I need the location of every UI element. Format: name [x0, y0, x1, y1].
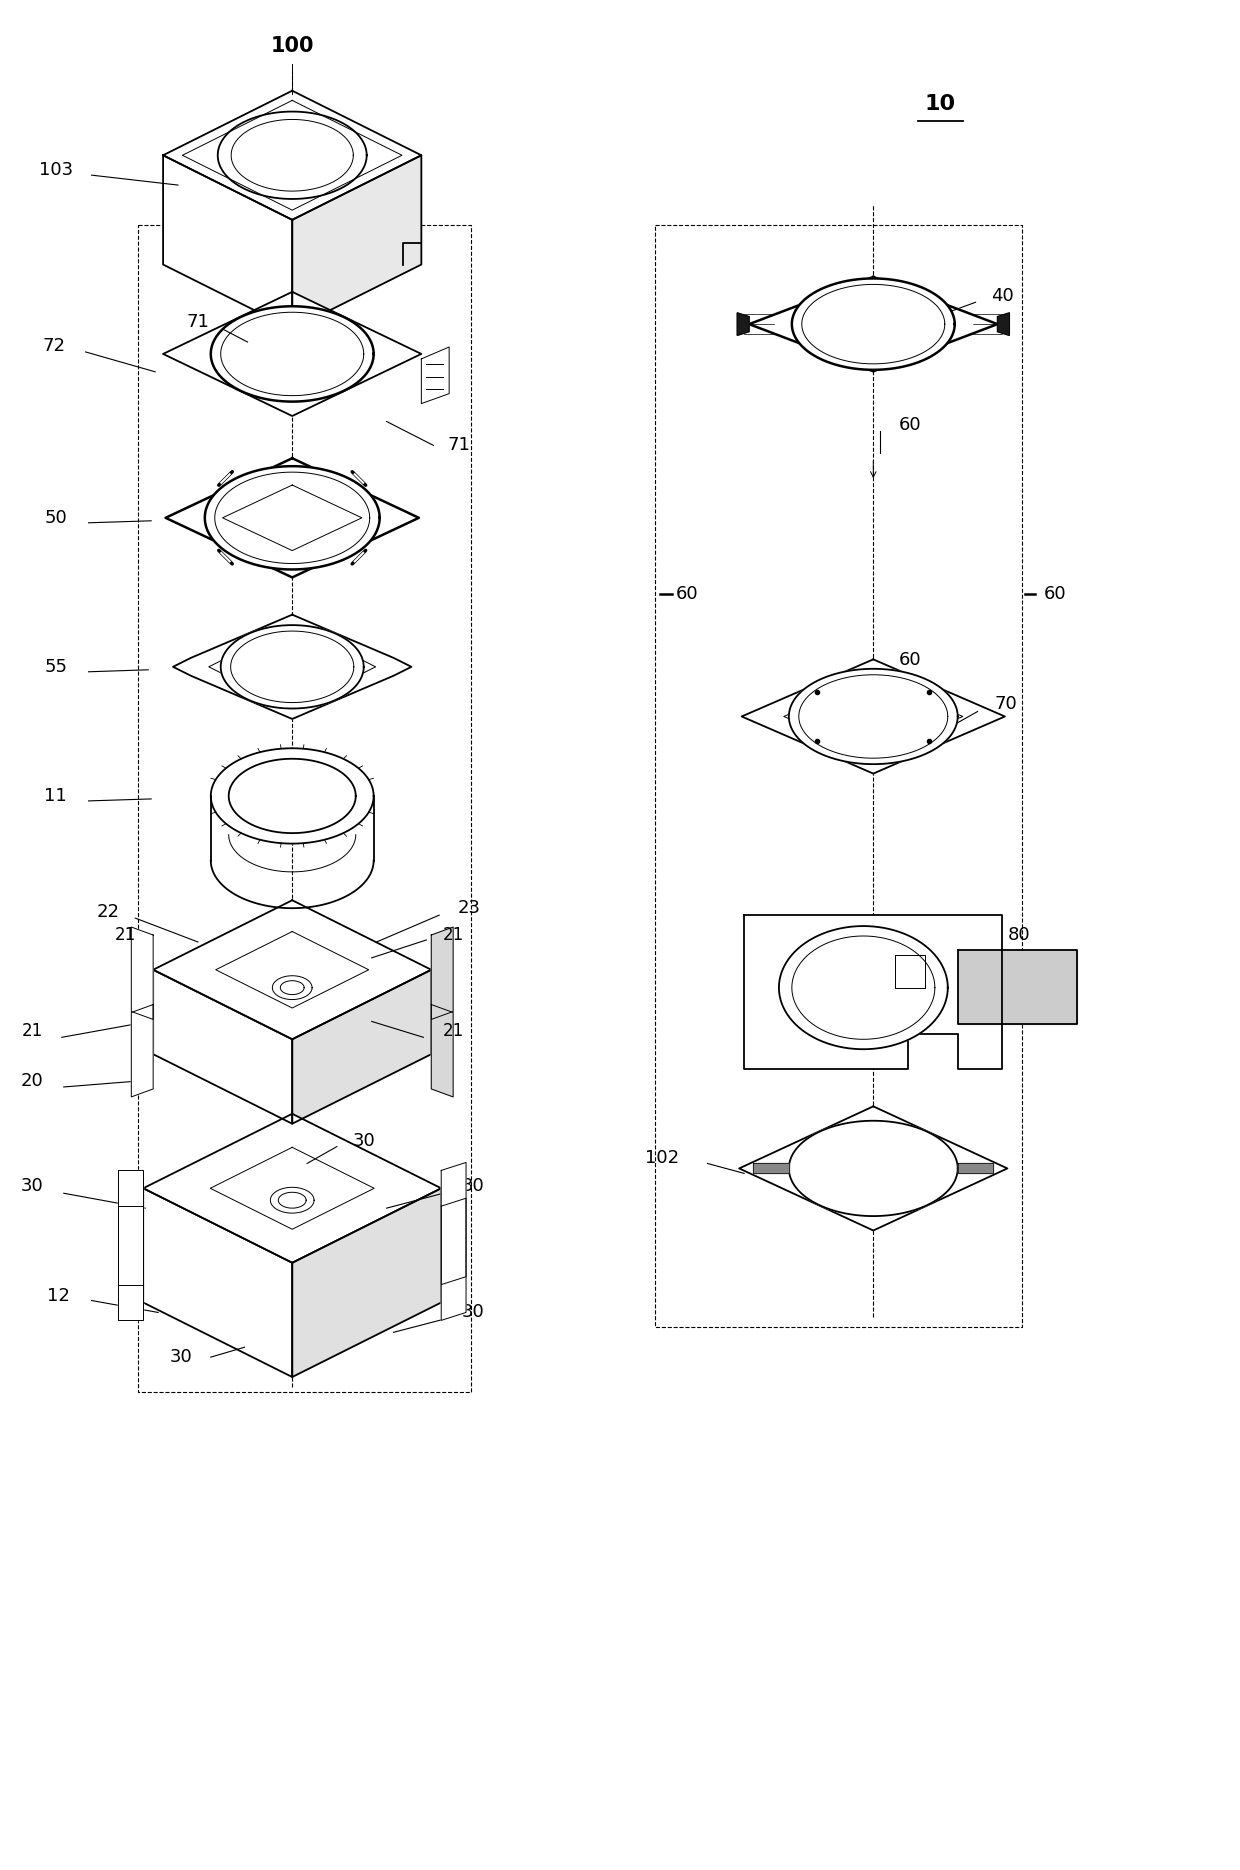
Text: 70: 70: [994, 694, 1017, 712]
Polygon shape: [154, 899, 432, 1040]
Text: 60: 60: [676, 585, 699, 604]
Polygon shape: [144, 1115, 441, 1262]
Text: 40: 40: [991, 288, 1014, 305]
Polygon shape: [957, 1163, 993, 1172]
Polygon shape: [789, 1120, 957, 1216]
Text: 22: 22: [97, 903, 120, 922]
Polygon shape: [270, 1187, 314, 1214]
Text: 60: 60: [899, 417, 921, 434]
Text: 71: 71: [186, 312, 210, 331]
Polygon shape: [293, 971, 432, 1124]
Polygon shape: [744, 914, 1002, 1070]
Polygon shape: [221, 625, 363, 709]
Polygon shape: [164, 155, 293, 329]
Polygon shape: [997, 312, 1009, 335]
Polygon shape: [131, 1004, 154, 1098]
Polygon shape: [749, 277, 997, 372]
Text: 30: 30: [461, 1178, 485, 1195]
Polygon shape: [789, 669, 957, 765]
Polygon shape: [753, 1163, 789, 1172]
Polygon shape: [205, 466, 379, 570]
Polygon shape: [957, 950, 1076, 1025]
Text: 30: 30: [21, 1178, 43, 1195]
Text: 50: 50: [45, 509, 67, 527]
Polygon shape: [144, 1187, 293, 1376]
Text: 71: 71: [448, 436, 470, 454]
Polygon shape: [739, 1107, 1007, 1230]
Text: 103: 103: [38, 161, 73, 180]
Polygon shape: [273, 976, 312, 1000]
Text: 60: 60: [1044, 585, 1066, 604]
Polygon shape: [164, 92, 422, 221]
Text: 21: 21: [115, 926, 136, 944]
Polygon shape: [738, 312, 749, 335]
Text: 11: 11: [45, 787, 67, 804]
Text: 21: 21: [21, 1023, 42, 1040]
Text: 55: 55: [45, 658, 67, 675]
Polygon shape: [211, 307, 373, 402]
Polygon shape: [779, 926, 947, 1049]
Polygon shape: [792, 279, 955, 370]
Text: 30: 30: [352, 1131, 376, 1150]
Polygon shape: [432, 928, 453, 1019]
Polygon shape: [118, 1206, 144, 1320]
Polygon shape: [441, 1163, 466, 1285]
Polygon shape: [164, 292, 422, 415]
Text: 80: 80: [1008, 926, 1030, 944]
Text: 72: 72: [42, 337, 66, 355]
Text: 21: 21: [443, 1023, 464, 1040]
Text: 30: 30: [170, 1348, 192, 1367]
Text: 12: 12: [47, 1287, 71, 1305]
Polygon shape: [441, 1199, 466, 1320]
Polygon shape: [218, 112, 367, 198]
Polygon shape: [154, 971, 293, 1124]
Polygon shape: [742, 660, 1004, 774]
Text: 30: 30: [461, 1303, 485, 1322]
Polygon shape: [432, 1004, 453, 1098]
Polygon shape: [166, 458, 419, 578]
Polygon shape: [293, 1187, 441, 1376]
Polygon shape: [174, 615, 412, 718]
Text: 10: 10: [924, 94, 955, 114]
Polygon shape: [118, 1171, 144, 1285]
Polygon shape: [422, 348, 449, 404]
Polygon shape: [211, 748, 373, 843]
Polygon shape: [228, 759, 356, 834]
Polygon shape: [293, 155, 422, 329]
Text: 100: 100: [270, 36, 314, 56]
Text: 23: 23: [458, 899, 481, 916]
Text: 21: 21: [443, 926, 464, 944]
Polygon shape: [131, 928, 154, 1019]
Text: 102: 102: [645, 1150, 678, 1167]
Text: 20: 20: [21, 1072, 43, 1090]
Text: 60: 60: [899, 651, 921, 669]
